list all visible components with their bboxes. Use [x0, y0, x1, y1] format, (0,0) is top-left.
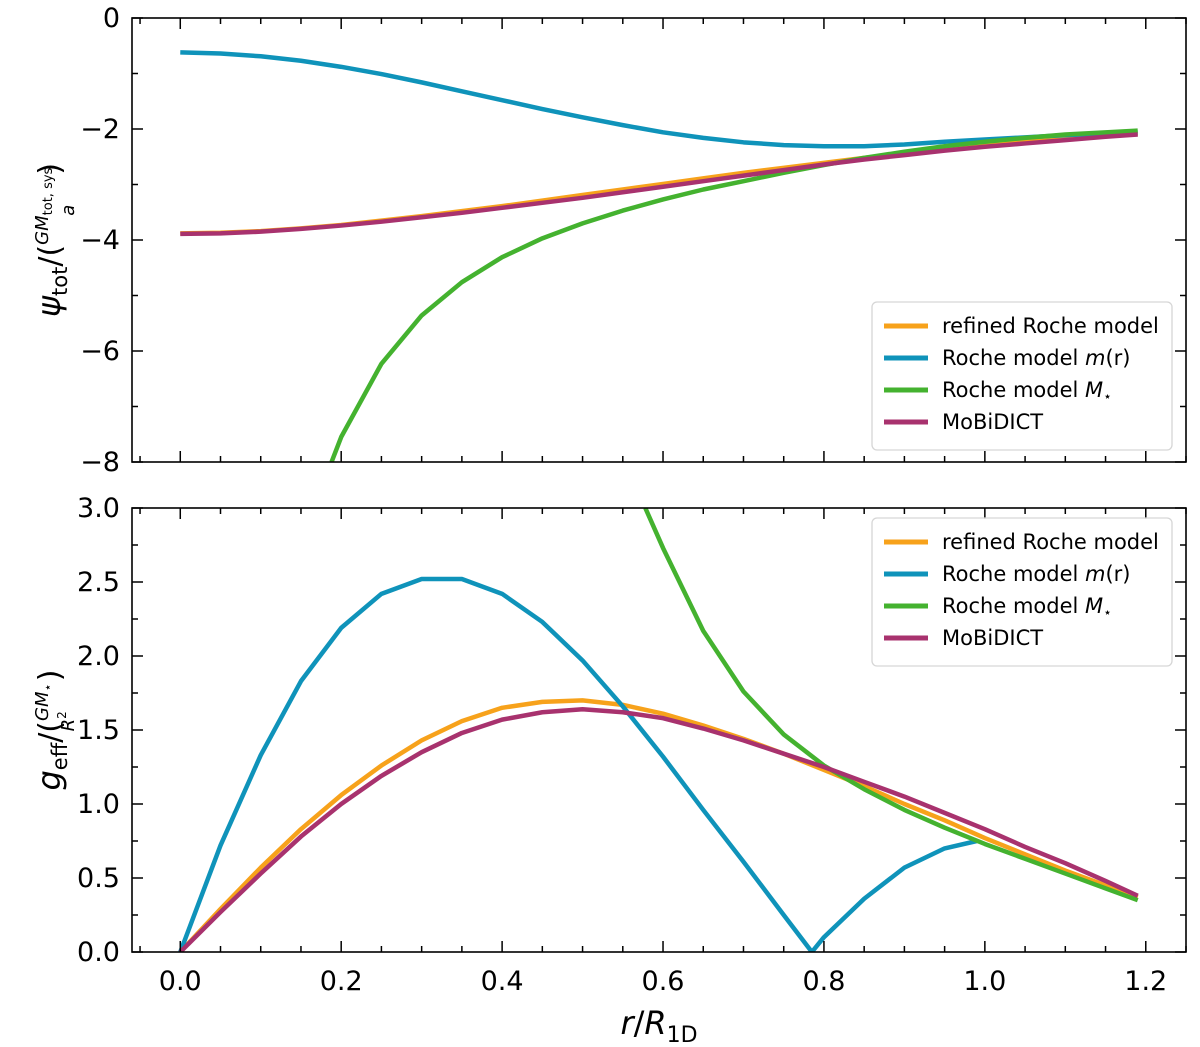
legend-label: Roche model m(r) [942, 346, 1131, 370]
top-ytick-label: −6 [80, 336, 120, 367]
bottom-series-line-2 [643, 508, 1139, 903]
bottom-xtick-label: 1.2 [1124, 966, 1167, 997]
legend-label: Roche model M⋆ [942, 594, 1112, 621]
bottom-series-line-1 [178, 576, 978, 952]
bottom-ytick-label: 3.0 [77, 493, 120, 524]
legend-frame [871, 301, 1173, 451]
legend-label: refined Roche model [942, 530, 1159, 554]
legend-label: MoBiDICT [942, 410, 1043, 434]
top-series-group [180, 50, 1138, 462]
bottom-ytick-label: 2.0 [77, 641, 120, 672]
top-ytick-label: 0 [103, 3, 120, 34]
bottom-series-line-0 [178, 698, 1139, 952]
bottom-xtick-label: 1.0 [963, 966, 1006, 997]
x-axis-label: r/R1D [620, 1004, 697, 1047]
top-series-line-0 [180, 131, 1138, 236]
bottom-y-axis-label: geff/(GM⋆R2) [30, 669, 79, 790]
bottom-xtick-label: 0.4 [481, 966, 524, 997]
bottom-xtick-label: 0.8 [802, 966, 845, 997]
top-series-line-2 [329, 128, 1138, 462]
top-ytick-label: −8 [80, 447, 120, 478]
bottom-ytick-label: 2.5 [77, 567, 120, 598]
bottom-ticks [132, 507, 1187, 953]
bottom-ytick-label: 1.5 [77, 715, 120, 746]
legend-label: Roche model M⋆ [942, 378, 1112, 405]
legend-label: MoBiDICT [942, 626, 1043, 650]
bottom-xtick-label: 0.0 [159, 966, 202, 997]
top-y-axis-label: ψtot/(GMtot, sys a) [30, 163, 79, 317]
legend-label: refined Roche model [942, 314, 1159, 338]
top-series-line-1 [180, 50, 1138, 149]
top-ticks [132, 17, 1187, 463]
legend-frame [871, 517, 1173, 667]
bottom-legend: refined Roche model Roche model m(r) Roche… [871, 517, 1173, 667]
bottom-ytick-label: 0.0 [77, 937, 120, 968]
top-series-line-3 [180, 132, 1138, 237]
top-panel: −8 −6 −4 −2 0 refined Roche model Roche model … [30, 3, 1187, 478]
bottom-series-line-3 [178, 707, 1139, 952]
bottom-ytick-label: 1.0 [77, 789, 120, 820]
top-ytick-label: −4 [80, 225, 120, 256]
top-ytick-label: −2 [80, 114, 120, 145]
top-legend: refined Roche model Roche model m(r) Roche… [871, 301, 1173, 451]
bottom-xtick-label: 0.6 [642, 966, 685, 997]
bottom-xtick-label: 0.2 [320, 966, 363, 997]
bottom-ytick-label: 0.5 [77, 863, 120, 894]
bottom-series-group [178, 508, 1139, 952]
bottom-panel: 0.0 0.5 1.0 1.5 2.0 2.5 3.0 0.0 0.2 0.4 0.6 0.8 1.0 1… [30, 493, 1187, 1047]
legend-label: Roche model m(r) [942, 562, 1131, 586]
